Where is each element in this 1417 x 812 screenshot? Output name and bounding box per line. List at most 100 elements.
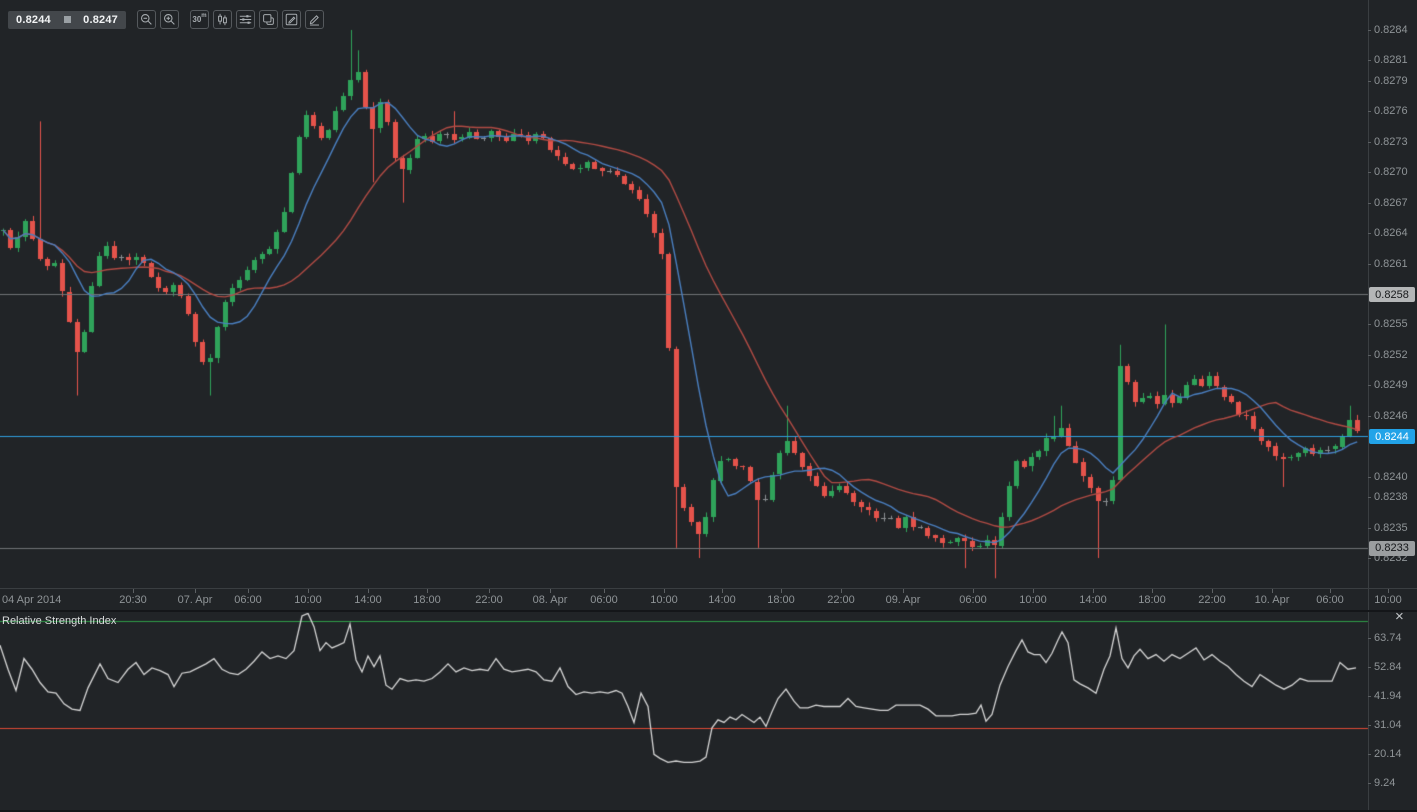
price-axis-tick [1368,497,1371,498]
price-axis-tick [1368,355,1371,356]
price-axis-label: 0.8284 [1374,24,1408,36]
price-axis-label: 0.8255 [1374,318,1408,331]
time-axis-tick [427,589,428,593]
indicator-settings-button[interactable] [236,10,255,29]
time-axis-label: 14:00 [354,594,382,606]
price-axis-label: 0.8276 [1374,105,1408,118]
price-axis-tick [1368,142,1371,143]
time-axis-tick [973,589,974,593]
time-axis-tick [1093,589,1094,593]
draw-tool-button[interactable] [305,10,324,29]
time-axis-tick [133,589,134,593]
price-axis-label: 0.8264 [1374,227,1408,240]
rsi-axis-tick [1368,783,1371,784]
time-axis-label: 10:00 [294,594,322,606]
time-axis-label: 22:00 [827,594,855,606]
price-axis-tick [1368,111,1371,112]
rsi-axis-tick [1368,667,1371,668]
time-axis-label: 22:00 [475,594,503,606]
chart-toolbar: 0.8244 0.8247 30 m [8,10,324,29]
zoom-in-icon [163,13,176,26]
price-axis-tick [1368,233,1371,234]
time-axis-label: 07. Apr [177,594,213,606]
time-axis-tick [489,589,490,593]
edit-box-icon [285,13,298,26]
time-axis-label: 06:00 [1316,594,1344,606]
price-axis-tick [1368,264,1371,265]
rsi-axis-label: 63.74 [1374,632,1402,644]
time-axis-tick [1212,589,1213,593]
time-axis-tick [841,589,842,593]
rsi-axis-label: 9.24 [1374,777,1396,789]
time-axis-border [0,588,1417,589]
price-axis-label: 0.8246 [1374,409,1408,422]
zoom-in-button[interactable] [160,10,179,29]
zoom-out-icon [140,13,153,26]
pencil-icon [308,13,321,26]
time-axis-tick [550,589,551,593]
price-axis-tick [1368,528,1371,529]
bottom-border [0,810,1417,812]
chart-type-button[interactable] [213,10,232,29]
time-axis-tick [903,589,904,593]
time-axis-label: 22:00 [1198,594,1226,606]
price-axis-label: 0.8240 [1374,470,1408,483]
rsi-axis-tick [1368,696,1371,697]
time-axis-label: 04 Apr 2014 [2,594,62,606]
price-axis-label: 0.8281 [1374,54,1408,67]
price-axis-tick [1368,81,1371,82]
price-axis-tick [1368,203,1371,204]
sliders-icon [239,13,252,26]
rsi-axis-label: 52.84 [1374,661,1402,673]
time-axis-tick [1388,589,1389,593]
time-axis-tick [195,589,196,593]
price-axis-label: 0.8273 [1374,135,1408,148]
price-axis-tick [1368,477,1371,478]
rsi-axis-tick [1368,638,1371,639]
time-axis-label: 06:00 [590,594,618,606]
rsi-axis-label: 41.94 [1374,690,1402,702]
price-axis-tick [1368,385,1371,386]
rsi-axis-tick [1368,754,1371,755]
price-axis-tick [1368,558,1371,559]
copy-icon [262,13,275,26]
timeframe-30m-icon: 30 m [192,12,207,24]
price-level-badge-high: 0.8258 [1369,287,1415,302]
rsi-indicator-title: Relative Strength Index [2,615,117,627]
edit-chart-button[interactable] [282,10,301,29]
copy-chart-button[interactable] [259,10,278,29]
price-axis-tick [1368,324,1371,325]
spread-square-icon [63,16,71,23]
time-axis-label: 18:00 [413,594,441,606]
time-axis-tick [308,589,309,593]
time-axis-tick [1330,589,1331,593]
zoom-out-button[interactable] [137,10,156,29]
price-axis-label: 0.8249 [1374,379,1408,392]
price-axis-tick [1368,30,1371,31]
time-axis-label: 09. Apr [885,594,921,606]
price-axis-label: 0.8261 [1374,257,1408,270]
time-axis-tick [664,589,665,593]
current-price-badge: 0.8244 [1369,429,1415,445]
time-axis-label: 06:00 [234,594,262,606]
price-axis-label: 0.8279 [1374,74,1408,87]
time-axis-label: 14:00 [1079,594,1107,606]
price-axis-tick [1368,416,1371,417]
rsi-close-button[interactable]: × [1395,608,1404,625]
timeframe-button[interactable]: 30 m [190,10,209,29]
time-axis-label: 10:00 [650,594,678,606]
time-axis-label: 18:00 [1138,594,1166,606]
time-axis-tick [368,589,369,593]
time-axis-label: 10:00 [1019,594,1047,606]
time-axis-tick [604,589,605,593]
price-axis-label: 0.8235 [1374,521,1408,534]
price-axis-label: 0.8238 [1374,491,1408,504]
time-axis-label: 14:00 [708,594,736,606]
rsi-axis-label: 20.14 [1374,748,1402,760]
time-axis-tick [1272,589,1273,593]
time-axis-label: 10. Apr [1254,594,1290,606]
ask-price: 0.8247 [83,13,118,26]
price-axis-label: 0.8267 [1374,196,1408,209]
